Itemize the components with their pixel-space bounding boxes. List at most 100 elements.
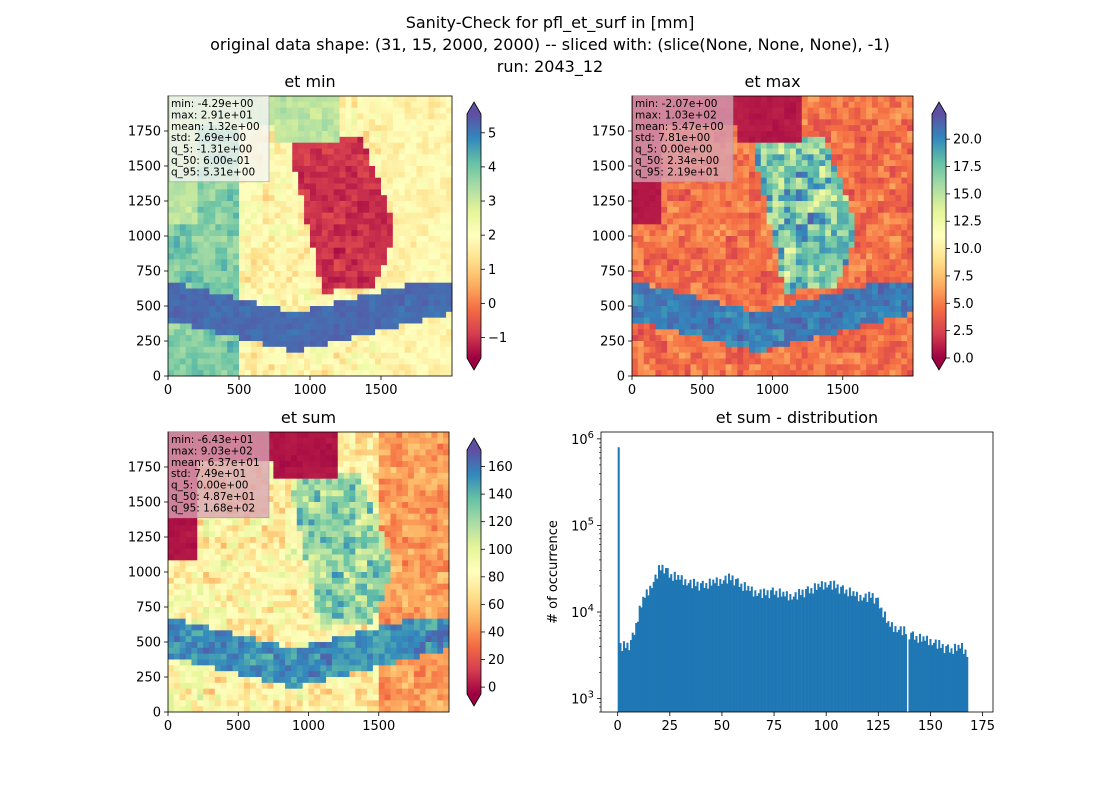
heatmap-cell — [772, 160, 779, 167]
heatmap-cell — [749, 166, 756, 173]
heatmap-cell — [790, 142, 797, 149]
heatmap-cell — [848, 317, 855, 324]
heatmap-cell — [749, 96, 756, 103]
heatmap-cell — [292, 300, 299, 307]
heatmap-cell — [292, 101, 299, 109]
heatmap-cell — [244, 224, 252, 231]
heatmap-cell — [866, 306, 873, 313]
heatmap-cell — [661, 358, 668, 365]
heatmap-cell — [790, 107, 797, 114]
heatmap-cell — [381, 201, 388, 208]
heatmap-cell — [872, 166, 879, 173]
heatmap-cell — [842, 166, 849, 173]
heatmap-cell — [280, 253, 287, 260]
heatmap-cell — [637, 201, 645, 208]
heatmap-cell — [333, 265, 340, 272]
heatmap-cell — [866, 317, 873, 324]
heatmap-cell — [813, 171, 820, 179]
heatmap-cell — [866, 346, 873, 354]
heatmap-cell — [357, 364, 364, 371]
heatmap-cell — [339, 259, 346, 266]
heatmap-cell — [678, 288, 686, 295]
heatmap-cell — [825, 160, 832, 167]
heatmap-cell — [860, 206, 867, 214]
heatmap-cell — [836, 276, 844, 284]
heatmap-cell — [268, 346, 275, 354]
heatmap-cell — [185, 259, 193, 266]
heatmap-cell — [386, 329, 394, 336]
heatmap-cell — [191, 224, 198, 231]
heatmap-cell — [819, 166, 826, 173]
heatmap-cell — [725, 201, 732, 208]
colorbar-tick-label: 12.5 — [953, 215, 982, 230]
heatmap-cell — [801, 230, 809, 237]
heatmap-cell — [667, 247, 674, 254]
heatmap-cell — [754, 271, 762, 278]
heatmap-cell — [422, 329, 429, 336]
heatmap-cell — [315, 236, 323, 243]
heatmap-cell — [883, 189, 890, 196]
heatmap-cell — [168, 206, 175, 214]
heatmap-cell — [731, 171, 738, 179]
heatmap-cell — [848, 189, 855, 196]
heatmap-cell — [737, 265, 744, 272]
heatmap-cell — [684, 370, 691, 377]
heatmap-cell — [637, 317, 645, 324]
heatmap-cell — [244, 341, 252, 348]
heatmap-cell — [672, 236, 680, 243]
heatmap-cell — [292, 311, 299, 319]
heatmap-cell — [713, 364, 721, 371]
heatmap-cell — [737, 329, 744, 336]
heatmap-cell — [895, 335, 902, 342]
heatmap-cell — [842, 276, 849, 284]
heatmap-cell — [754, 154, 762, 161]
heatmap-cell — [221, 247, 228, 254]
heatmap-cell — [369, 154, 376, 161]
heatmap-cell — [702, 341, 709, 348]
heatmap-cell — [819, 96, 826, 103]
heatmap-cell — [321, 288, 329, 295]
heatmap-cell — [363, 335, 370, 342]
heatmap-cell — [702, 189, 709, 196]
heatmap-cell — [725, 317, 732, 324]
heatmap-cell — [743, 311, 750, 319]
heatmap-cell — [901, 311, 908, 319]
heatmap-cell — [215, 218, 222, 225]
heatmap-cell — [684, 364, 691, 371]
heatmap-cell — [333, 183, 340, 190]
heatmap-cell — [801, 329, 809, 336]
colorbar-tick-label: 1 — [488, 263, 496, 278]
heatmap-cell — [684, 271, 691, 278]
heatmap-cell — [889, 294, 896, 301]
heatmap-cell — [737, 160, 744, 167]
heatmap-cell — [854, 101, 861, 109]
heatmap-cell — [197, 212, 204, 219]
heatmap-cell — [416, 341, 423, 348]
heatmap-cell — [819, 276, 826, 284]
heatmap-cell — [684, 253, 691, 260]
heatmap-cell — [173, 566, 181, 573]
heatmap-cell — [173, 288, 181, 295]
heatmap-cell — [310, 253, 317, 260]
heatmap-cell — [233, 276, 240, 284]
heatmap-cell — [661, 230, 668, 237]
heatmap-cell — [428, 364, 435, 371]
heatmap-cell — [416, 136, 423, 144]
heatmap-cell — [404, 364, 411, 371]
heatmap-cell — [825, 183, 832, 190]
heatmap-cell — [185, 624, 192, 631]
heatmap-cell — [227, 341, 234, 348]
heatmap-cell — [375, 171, 382, 179]
heatmap-cell — [422, 171, 429, 179]
heatmap-cell — [315, 177, 323, 184]
heatmap-cell — [428, 160, 435, 167]
heatmap-cell — [404, 195, 411, 202]
heatmap-cell — [649, 195, 656, 202]
heatmap-cell — [784, 166, 791, 173]
heatmap-cell — [743, 288, 750, 295]
heatmap-cell — [813, 259, 820, 266]
heatmap-cell — [274, 294, 281, 301]
heatmap-cell — [333, 259, 340, 266]
heatmap-cell — [262, 183, 269, 190]
heatmap-cell — [410, 131, 417, 138]
